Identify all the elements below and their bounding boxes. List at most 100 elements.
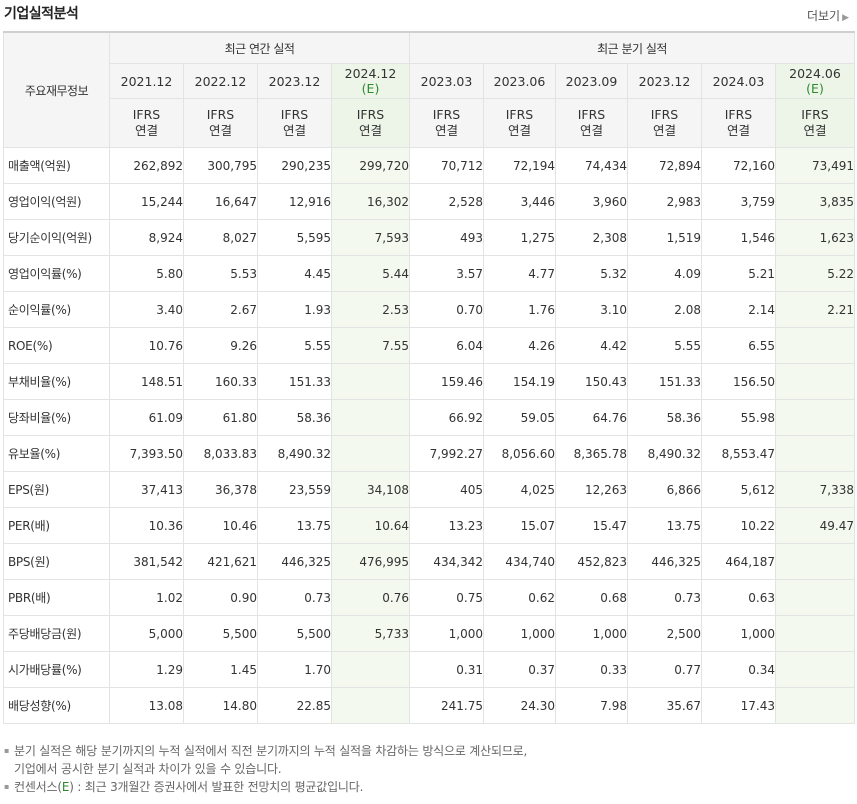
footnote-consensus: 컨센서스(E) : 최근 3개월간 증권사에서 발표한 전망치의 평균값입니다. [4, 778, 854, 796]
value-cell [331, 363, 410, 400]
value-cell: 8,490.32 [627, 435, 702, 472]
footnote-line: 분기 실적은 해당 분기까지의 누적 실적에서 직전 분기까지의 누적 실적을 … [14, 744, 528, 758]
financial-table: 주요재무정보 최근 연간 실적 최근 분기 실적 2021.12 2022.12 2… [3, 31, 855, 724]
period-header: 2023.12 [627, 63, 702, 99]
table-row: EPS(원) 37,413 36,378 23,559 34,108 405 4,025 12… [3, 471, 855, 508]
quarter-group-header: 최근 분기 실적 [409, 31, 855, 64]
more-label: 더보기 [806, 9, 841, 23]
period-label: 2023.03 [420, 73, 473, 89]
corner-label: 주요재무정보 [3, 31, 110, 148]
value-cell: 13.23 [409, 507, 484, 544]
more-link[interactable]: 더보기 ▶ [807, 7, 849, 24]
row-label: ROE(%) [3, 327, 110, 364]
ifrs-label: IFRS [650, 107, 679, 122]
table-body: 매출액(억원) 262,892 300,795 290,235 299,720 70,71… [3, 147, 855, 724]
value-cell [775, 435, 855, 472]
value-cell: 421,621 [183, 543, 258, 580]
row-label: 당좌비율(%) [3, 399, 110, 436]
accounting-standard-row: IFRS 연결 IFRS 연결 IFRS 연결 IFRS 연결 IFRS 연결 IFRS 연결 IFRS… [4, 98, 855, 148]
value-cell: 13.75 [257, 507, 332, 544]
value-cell [775, 327, 855, 364]
annual-group-header: 최근 연간 실적 [109, 31, 410, 64]
value-cell: 3,446 [483, 183, 556, 220]
period-label: 2023.06 [493, 73, 546, 89]
value-cell: 10.64 [331, 507, 410, 544]
value-cell: 434,342 [409, 543, 484, 580]
value-cell: 58.36 [627, 399, 702, 436]
consolidated-label: 연결 [358, 123, 382, 138]
value-cell: 3.40 [109, 291, 184, 328]
row-label: PER(배) [3, 507, 110, 544]
value-cell: 22.85 [257, 687, 332, 724]
value-cell: 1.70 [257, 651, 332, 688]
value-cell: 5,595 [257, 219, 332, 256]
value-cell: 12,916 [257, 183, 332, 220]
value-cell: 156.50 [701, 363, 776, 400]
row-label: 주당배당금(원) [3, 615, 110, 652]
value-cell: 148.51 [109, 363, 184, 400]
value-cell: 74,434 [555, 147, 628, 184]
value-cell: 493 [409, 219, 484, 256]
value-cell: 0.68 [555, 579, 628, 616]
value-cell: 0.37 [483, 651, 556, 688]
table-row: 주당배당금(원) 5,000 5,500 5,500 5,733 1,000 1,000 1,… [3, 615, 855, 652]
ifrs-label: IFRS [356, 107, 385, 122]
ifrs-header: IFRS 연결 [183, 98, 258, 148]
consolidated-label: 연결 [507, 123, 531, 138]
value-cell: 10.76 [109, 327, 184, 364]
consolidated-label: 연결 [282, 123, 306, 138]
value-cell: 8,924 [109, 219, 184, 256]
table-row: BPS(원) 381,542 421,621 446,325 476,995 434,34… [3, 543, 855, 580]
value-cell: 4.26 [483, 327, 556, 364]
value-cell: 160.33 [183, 363, 258, 400]
footnote-line: ) : 최근 3개월간 증권사에서 발표한 전망치의 평균값입니다. [69, 780, 364, 794]
value-cell: 5.55 [627, 327, 702, 364]
value-cell: 300,795 [183, 147, 258, 184]
value-cell: 3.57 [409, 255, 484, 292]
value-cell: 159.46 [409, 363, 484, 400]
ifrs-label: IFRS [132, 107, 161, 122]
value-cell: 0.76 [331, 579, 410, 616]
value-cell: 7,393.50 [109, 435, 184, 472]
value-cell: 150.43 [555, 363, 628, 400]
value-cell: 1.29 [109, 651, 184, 688]
value-cell: 3.10 [555, 291, 628, 328]
value-cell: 1,623 [775, 219, 855, 256]
period-label: 2023.12 [268, 73, 321, 89]
value-cell: 476,995 [331, 543, 410, 580]
value-cell: 1,000 [483, 615, 556, 652]
period-label: 2023.09 [565, 73, 618, 89]
value-cell: 0.73 [257, 579, 332, 616]
consolidated-label: 연결 [803, 123, 827, 138]
value-cell: 17.43 [701, 687, 776, 724]
value-cell: 2,528 [409, 183, 484, 220]
value-cell: 5.32 [555, 255, 628, 292]
row-label: 배당성향(%) [3, 687, 110, 724]
consolidated-label: 연결 [652, 123, 676, 138]
row-label: 영업이익률(%) [3, 255, 110, 292]
value-cell: 7,992.27 [409, 435, 484, 472]
value-cell: 35.67 [627, 687, 702, 724]
table-row: 순이익률(%) 3.40 2.67 1.93 2.53 0.70 1.76 3.10 2.08 2… [3, 291, 855, 328]
value-cell: 0.77 [627, 651, 702, 688]
value-cell: 290,235 [257, 147, 332, 184]
period-header: 2023.12 [257, 63, 332, 99]
value-cell: 262,892 [109, 147, 184, 184]
value-cell: 2,500 [627, 615, 702, 652]
value-cell: 10.46 [183, 507, 258, 544]
ifrs-header: IFRS 연결 [775, 98, 855, 148]
value-cell: 6.55 [701, 327, 776, 364]
value-cell: 381,542 [109, 543, 184, 580]
value-cell: 36,378 [183, 471, 258, 508]
value-cell [775, 579, 855, 616]
value-cell: 0.63 [701, 579, 776, 616]
value-cell: 15.47 [555, 507, 628, 544]
value-cell: 49.47 [775, 507, 855, 544]
value-cell: 0.31 [409, 651, 484, 688]
consolidated-label: 연결 [579, 123, 603, 138]
period-header-row: 2021.12 2022.12 2023.12 2024.12 (E) 2023.03 20… [4, 63, 855, 99]
value-cell: 434,740 [483, 543, 556, 580]
value-cell: 5.80 [109, 255, 184, 292]
table-row: 배당성향(%) 13.08 14.80 22.85 241.75 24.30 7.98 35.… [3, 687, 855, 724]
value-cell: 5,000 [109, 615, 184, 652]
